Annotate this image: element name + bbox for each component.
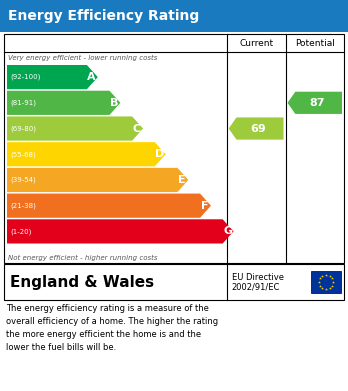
Text: (1-20): (1-20) <box>10 228 31 235</box>
Text: 87: 87 <box>309 98 325 108</box>
Polygon shape <box>7 65 98 89</box>
Bar <box>0 0 348 32</box>
Text: Potential: Potential <box>295 38 335 47</box>
Polygon shape <box>7 142 166 166</box>
Polygon shape <box>7 91 120 115</box>
Text: (81-91): (81-91) <box>10 100 36 106</box>
Text: (55-68): (55-68) <box>10 151 36 158</box>
Bar <box>4 264 344 300</box>
Text: (92-100): (92-100) <box>10 74 40 81</box>
Text: F: F <box>200 201 208 211</box>
Text: B: B <box>110 98 118 108</box>
Text: 2002/91/EC: 2002/91/EC <box>232 283 280 292</box>
Text: Not energy efficient - higher running costs: Not energy efficient - higher running co… <box>8 255 158 261</box>
Text: The energy efficiency rating is a measure of the
overall efficiency of a home. T: The energy efficiency rating is a measur… <box>6 304 218 352</box>
Text: G: G <box>223 226 232 237</box>
Text: England & Wales: England & Wales <box>10 274 154 289</box>
Text: 69: 69 <box>251 124 266 134</box>
Text: Energy Efficiency Rating: Energy Efficiency Rating <box>8 9 199 23</box>
Polygon shape <box>287 92 342 114</box>
Text: E: E <box>178 175 185 185</box>
Polygon shape <box>7 168 188 192</box>
Text: Very energy efficient - lower running costs: Very energy efficient - lower running co… <box>8 55 157 61</box>
Bar <box>4 34 344 263</box>
Bar <box>311 271 341 293</box>
Text: C: C <box>133 124 141 134</box>
Text: (21-38): (21-38) <box>10 203 36 209</box>
Polygon shape <box>7 219 234 244</box>
Text: (69-80): (69-80) <box>10 125 36 132</box>
Text: EU Directive: EU Directive <box>232 273 284 282</box>
Polygon shape <box>7 117 143 141</box>
Text: Current: Current <box>239 38 273 47</box>
Polygon shape <box>7 194 211 218</box>
Text: (39-54): (39-54) <box>10 177 36 183</box>
Text: A: A <box>87 72 96 82</box>
Text: D: D <box>155 149 165 159</box>
Polygon shape <box>229 117 284 140</box>
